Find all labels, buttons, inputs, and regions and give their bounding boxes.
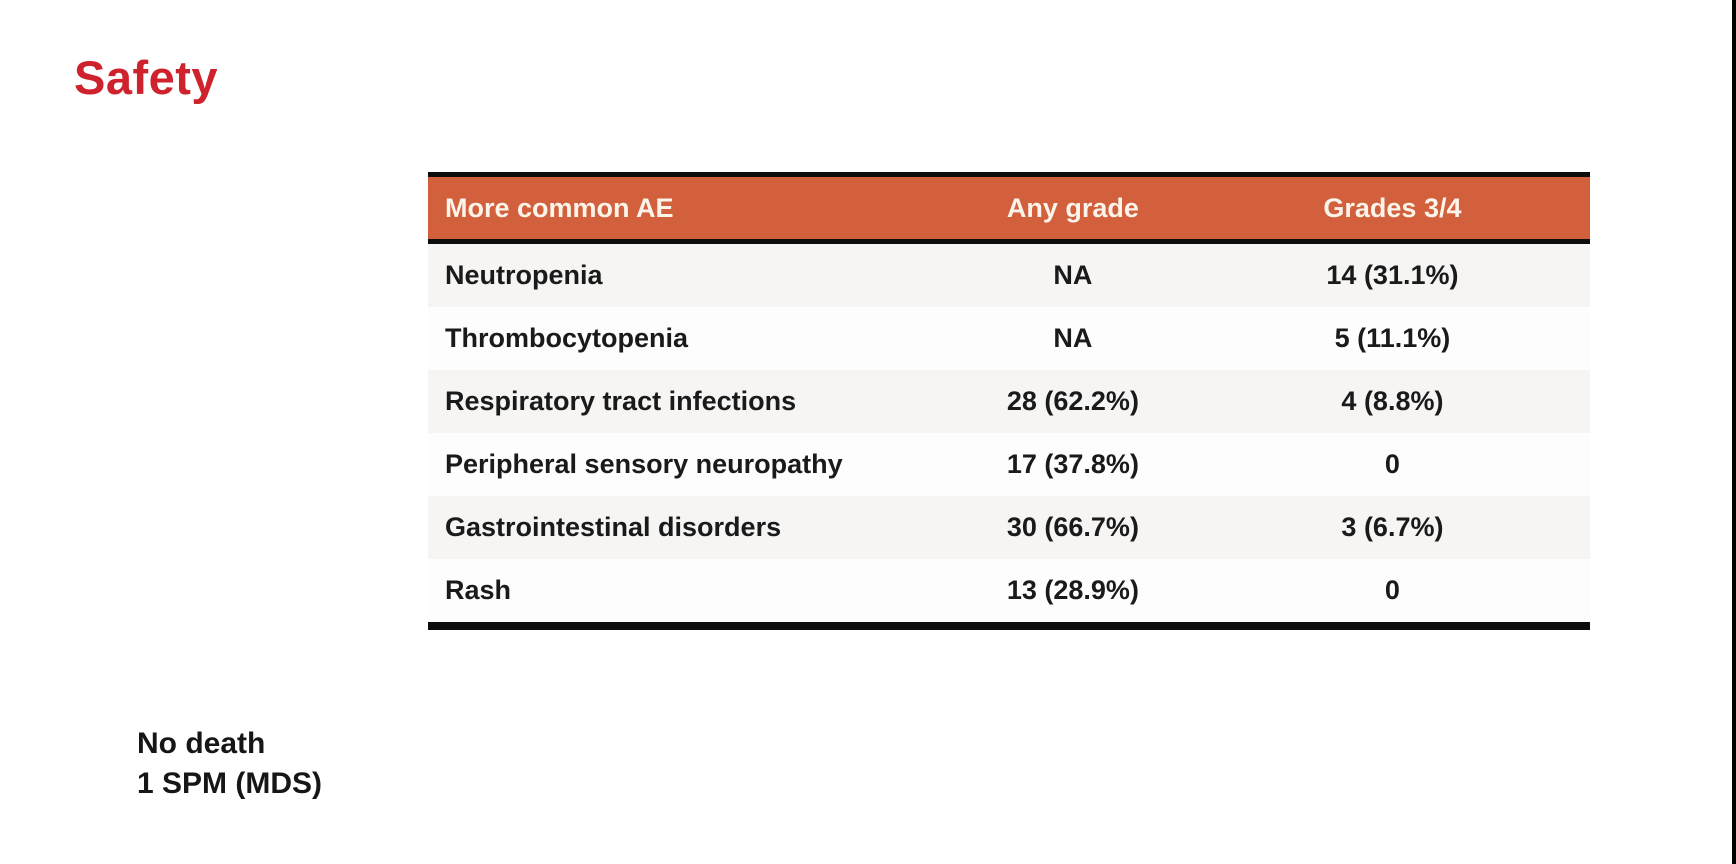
ae-label: Thrombocytopenia: [445, 323, 689, 353]
ae-label: Respiratory tract infections: [445, 386, 797, 416]
column-header-grades-3-4: Grades 3/4: [1323, 192, 1462, 223]
ae-label: Peripheral sensory neuropathy: [445, 449, 843, 479]
grades-3-4-value: 0: [1384, 449, 1400, 479]
grades-3-4-value: 4 (8.8%): [1341, 386, 1444, 416]
any-grade-value: NA: [1053, 260, 1093, 290]
grades-3-4-value: 14 (31.1%): [1326, 260, 1459, 290]
table-row-peripheral-sensory-neuropathy: Peripheral sensory neuropathy 17 (37.8%)…: [428, 433, 1590, 496]
any-grade-value: 13 (28.9%): [1006, 575, 1139, 605]
any-grade-value: 30 (66.7%): [1006, 512, 1139, 542]
adverse-events-table: More common AE Any grade Grades 3/4 Neut…: [428, 172, 1590, 630]
ae-label: Rash: [445, 575, 512, 605]
table-header-row: More common AE Any grade Grades 3/4: [428, 177, 1590, 244]
table-row-gastrointestinal-disorders: Gastrointestinal disorders 30 (66.7%) 3 …: [428, 496, 1590, 559]
grades-3-4-value: 3 (6.7%): [1341, 512, 1444, 542]
any-grade-value: 17 (37.8%): [1006, 449, 1139, 479]
note-no-death: No death: [137, 727, 266, 760]
ae-label: Gastrointestinal disorders: [445, 512, 782, 542]
slide-notes: No death 1 SPM (MDS): [137, 724, 322, 804]
column-header-more-common-ae: More common AE: [445, 192, 674, 223]
note-spm-mds: 1 SPM (MDS): [137, 767, 323, 800]
table-row-thrombocytopenia: Thrombocytopenia NA 5 (11.1%): [428, 307, 1590, 370]
any-grade-value: 28 (62.2%): [1006, 386, 1139, 416]
ae-label: Neutropenia: [445, 260, 603, 290]
grades-3-4-value: 0: [1384, 575, 1400, 605]
column-header-any-grade: Any grade: [1006, 192, 1139, 223]
any-grade-value: NA: [1053, 323, 1093, 353]
video-edge-bar: [1732, 0, 1736, 864]
table-row-respiratory-tract-infections: Respiratory tract infections 28 (62.2%) …: [428, 370, 1590, 433]
slide-title: Safety: [74, 51, 219, 104]
table-row-rash: Rash 13 (28.9%) 0: [428, 559, 1590, 622]
grades-3-4-value: 5 (11.1%): [1334, 323, 1451, 353]
table-row-neutropenia: Neutropenia NA 14 (31.1%): [428, 244, 1590, 307]
